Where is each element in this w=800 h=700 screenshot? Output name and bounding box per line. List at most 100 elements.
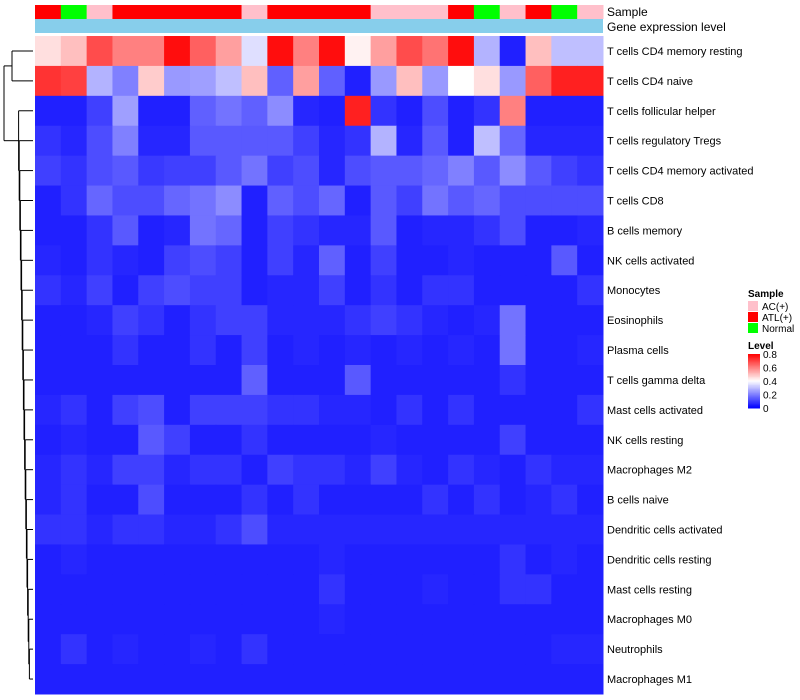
heatmap-cell bbox=[319, 36, 346, 67]
level-legend-gradient-step bbox=[748, 360, 760, 363]
heatmap-cell bbox=[577, 335, 604, 366]
heatmap-cell bbox=[396, 185, 423, 216]
heatmap-cell bbox=[551, 514, 578, 545]
heatmap-cell bbox=[319, 305, 346, 336]
heatmap-cell bbox=[112, 215, 139, 246]
heatmap-cell bbox=[138, 65, 165, 97]
heatmap-cell bbox=[319, 514, 346, 545]
heatmap-cell bbox=[525, 305, 552, 336]
heatmap-cell bbox=[525, 215, 552, 246]
heatmap-cell bbox=[241, 275, 268, 306]
heatmap-cell bbox=[396, 604, 423, 635]
level-legend-gradient-step bbox=[748, 371, 760, 374]
heatmap-cell bbox=[499, 155, 527, 187]
heatmap-cell bbox=[319, 365, 346, 396]
heatmap-cell bbox=[448, 484, 475, 516]
heatmap-cell bbox=[112, 36, 139, 67]
heatmap-cell bbox=[577, 544, 604, 575]
sample-annotation-cell bbox=[344, 5, 372, 19]
heatmap-cell bbox=[396, 155, 423, 187]
level-legend-gradient-step bbox=[748, 370, 760, 373]
heatmap-cell bbox=[293, 394, 320, 426]
level-legend-gradient-step bbox=[748, 394, 760, 397]
heatmap-cell bbox=[189, 155, 217, 187]
heatmap-cell bbox=[164, 544, 191, 575]
heatmap-cell bbox=[138, 305, 165, 336]
heatmap-cell bbox=[35, 185, 62, 216]
heatmap-cell bbox=[86, 424, 113, 456]
heatmap-cell bbox=[267, 484, 294, 516]
level-legend-tick-label: 0 bbox=[763, 404, 769, 415]
heatmap-cell bbox=[241, 604, 268, 635]
sample-annotation-cell bbox=[525, 5, 552, 19]
heatmap-cell bbox=[473, 484, 501, 516]
heatmap-cell bbox=[422, 275, 449, 306]
heatmap-cell bbox=[525, 275, 552, 306]
heatmap-cell bbox=[396, 544, 423, 575]
row-label: Plasma cells bbox=[607, 345, 669, 357]
level-legend-gradient-step bbox=[748, 355, 760, 358]
level-legend-tick-label: 0.2 bbox=[763, 391, 777, 402]
level-legend-tick-label: 0.8 bbox=[763, 350, 777, 361]
sample-annotation-cell bbox=[396, 5, 423, 19]
heatmap-cell bbox=[344, 65, 372, 97]
heatmap-cell bbox=[164, 664, 191, 695]
row-label: Dendritic cells activated bbox=[607, 525, 723, 537]
heatmap-cell bbox=[577, 664, 604, 695]
heatmap-cell bbox=[60, 36, 88, 67]
row-label: T cells regulatory Tregs bbox=[607, 136, 722, 148]
level-legend-gradient-step bbox=[748, 393, 760, 395]
heatmap-cell bbox=[344, 36, 372, 67]
heatmap-cell bbox=[215, 664, 243, 695]
heatmap-cell bbox=[448, 365, 475, 396]
heatmap-cell bbox=[370, 275, 397, 306]
heatmap-cell bbox=[189, 125, 217, 157]
heatmap-cell bbox=[138, 604, 165, 635]
heatmap-cell bbox=[35, 574, 62, 605]
heatmap-cell bbox=[293, 634, 320, 665]
heatmap-cell bbox=[267, 95, 294, 127]
heatmap-cell bbox=[370, 484, 397, 516]
heatmap-cell bbox=[112, 604, 139, 635]
heatmap-cell bbox=[138, 394, 165, 426]
level-legend-gradient-step bbox=[748, 395, 760, 398]
heatmap-cell bbox=[267, 335, 294, 366]
row-dendrogram-branch bbox=[11, 50, 33, 82]
heatmap-cell bbox=[473, 155, 501, 187]
heatmap-cell bbox=[551, 634, 578, 665]
heatmap-cell bbox=[422, 454, 449, 486]
heatmap-cell bbox=[86, 544, 113, 575]
heatmap-cell bbox=[448, 95, 475, 127]
heatmap-cell bbox=[138, 365, 165, 396]
heatmap-cell bbox=[448, 424, 475, 456]
heatmap-cell bbox=[499, 365, 527, 396]
heatmap-cell bbox=[319, 604, 346, 635]
heatmap-cell bbox=[499, 574, 527, 605]
heatmap-cell bbox=[448, 514, 475, 545]
heatmap-cell bbox=[525, 95, 552, 127]
heatmap-cell bbox=[60, 185, 88, 216]
heatmap-cell bbox=[344, 155, 372, 187]
row-label: Monocytes bbox=[607, 285, 661, 297]
heatmap-cell bbox=[473, 335, 501, 366]
heatmap-cell bbox=[422, 125, 449, 157]
level-legend-gradient-step bbox=[748, 391, 760, 394]
level-legend-gradient-step bbox=[748, 403, 760, 406]
heatmap-cell bbox=[215, 574, 243, 605]
heatmap-cell bbox=[241, 65, 268, 97]
heatmap-cell bbox=[319, 544, 346, 575]
sample-annotation-cell bbox=[551, 5, 578, 19]
row-label: T cells CD4 memory resting bbox=[607, 46, 743, 58]
heatmap-cell bbox=[189, 275, 217, 306]
heatmap-cell bbox=[577, 604, 604, 635]
level-legend-gradient-step bbox=[748, 362, 760, 364]
heatmap-cell bbox=[319, 245, 346, 276]
heatmap-cell bbox=[473, 574, 501, 605]
heatmap-cell bbox=[267, 305, 294, 336]
level-legend-gradient-step bbox=[748, 368, 760, 371]
level-legend-gradient-step bbox=[748, 383, 760, 386]
heatmap-cell bbox=[499, 275, 527, 306]
sample-annotation-cell bbox=[189, 5, 217, 19]
heatmap-cell bbox=[189, 604, 217, 635]
level-legend-gradient-step bbox=[748, 389, 760, 391]
